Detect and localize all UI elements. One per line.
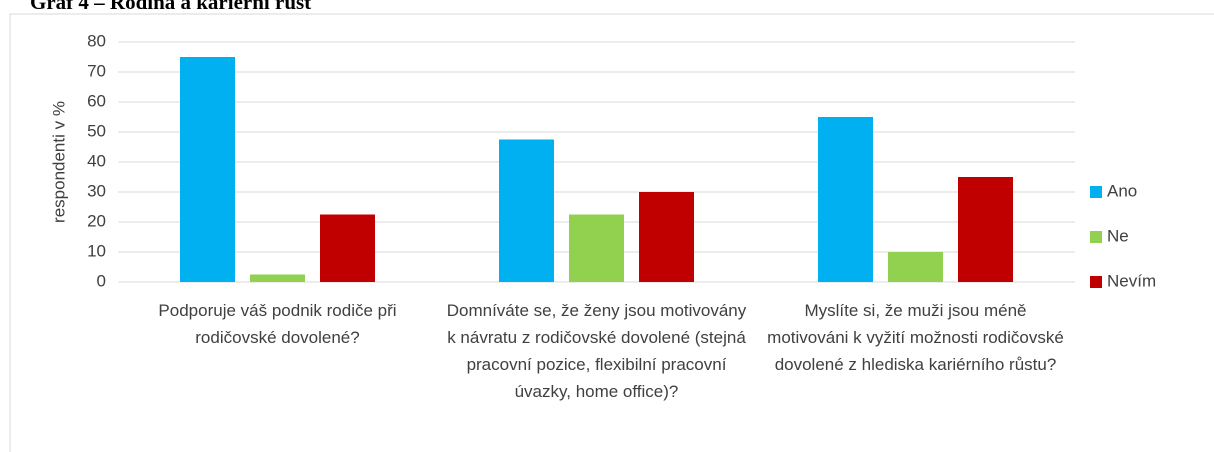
bar xyxy=(250,274,305,282)
y-axis-label: respondenti v % xyxy=(49,101,68,223)
bar xyxy=(888,252,943,282)
x-tick-label: Myslíte si, že muži jsou méně motivováni… xyxy=(767,301,1064,374)
bar xyxy=(639,192,694,282)
y-tick-label: 80 xyxy=(87,31,106,50)
legend-swatch xyxy=(1090,186,1102,198)
bar xyxy=(320,214,375,282)
legend-swatch xyxy=(1090,231,1102,243)
x-tick-label: Domníváte se, že ženy jsou motivovány k … xyxy=(446,301,747,401)
y-tick-label: 20 xyxy=(87,211,106,230)
legend-swatch xyxy=(1090,276,1102,288)
bar xyxy=(958,177,1013,282)
bar xyxy=(569,214,624,282)
y-tick-label: 10 xyxy=(87,241,106,260)
chart-title: Graf 4 – Rodina a kariérní růst xyxy=(30,0,311,14)
y-tick-label: 50 xyxy=(87,121,106,140)
bar xyxy=(180,57,235,282)
y-tick-label: 0 xyxy=(97,271,106,290)
legend-label: Nevím xyxy=(1107,271,1156,290)
x-tick-label: Podporuje váš podnik rodiče při rodičovs… xyxy=(158,301,397,347)
chart-frame xyxy=(9,13,1214,452)
bar xyxy=(818,117,873,282)
y-tick-label: 70 xyxy=(87,61,106,80)
bar xyxy=(499,139,554,282)
y-tick-label: 40 xyxy=(87,151,106,170)
y-tick-label: 60 xyxy=(87,91,106,110)
legend-label: Ano xyxy=(1107,181,1137,200)
legend-label: Ne xyxy=(1107,226,1129,245)
y-tick-label: 30 xyxy=(87,181,106,200)
